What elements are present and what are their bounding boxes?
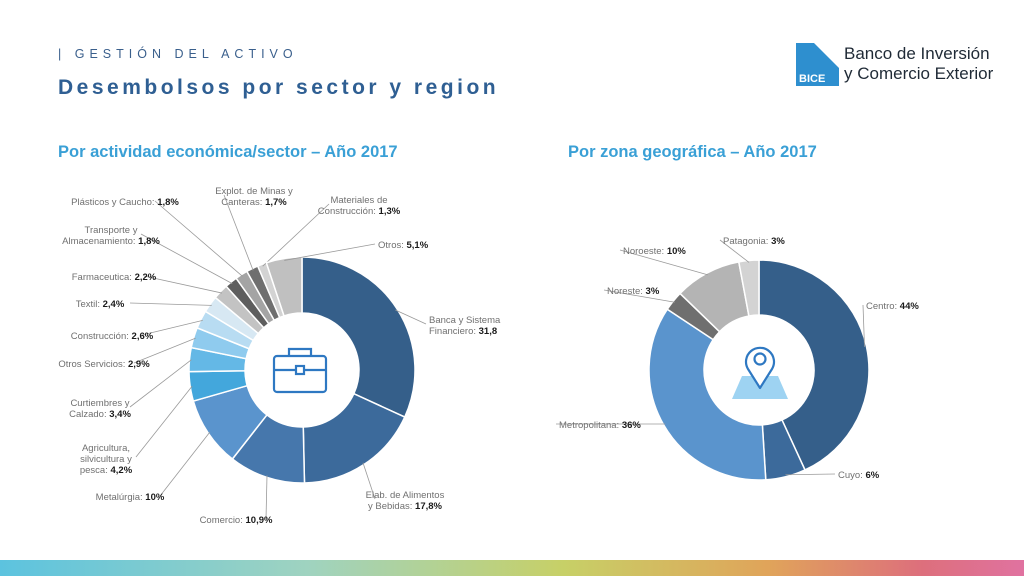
sector-label-14: Otros: 5,1%	[378, 240, 429, 251]
sector-leader-11	[154, 200, 243, 277]
region-leader-0	[862, 304, 865, 347]
location-pin-icon	[732, 346, 788, 399]
region-label-5: Patagonia: 3%	[723, 236, 785, 247]
sector-leader-2	[265, 475, 268, 520]
region-slice-5	[737, 259, 760, 317]
bice-logo-text: BICE	[799, 73, 825, 85]
region-label-3: Noreste: 3%	[607, 286, 660, 297]
region-leader-3	[603, 289, 675, 303]
sector-leader-6	[133, 337, 196, 364]
region-label-4: Noroeste: 10%	[623, 246, 686, 257]
region-label-0: Centro: 44%	[866, 301, 919, 312]
sector-slice-0	[301, 256, 416, 419]
region-chart-title: Por zona geográfica – Año 2017	[568, 143, 817, 161]
sector-chart-title: Por actividad económica/sector – Año 201…	[58, 143, 398, 161]
sector-leader-3	[159, 431, 211, 497]
sector-label-12: Explot. de Minas y Canteras: 1,7%	[215, 186, 293, 208]
sector-label-7: Construcción: 2,6%	[71, 331, 154, 342]
sector-label-13: Materiales de Construcción: 1,3%	[318, 195, 401, 217]
section-label: | GESTIÓN DEL ACTIVO	[58, 47, 298, 61]
sector-leader-5	[129, 359, 192, 408]
sector-leader-13	[262, 203, 330, 267]
donut-charts: Banca y Sistema Financiero: 31,8 Elab. de …	[58, 186, 919, 526]
sector-slice-14	[265, 256, 303, 317]
region-leader-4	[619, 249, 709, 276]
region-leader-5	[719, 239, 750, 263]
sector-label-3: Metalúrgia: 10%	[96, 492, 165, 503]
sector-leader-8	[129, 302, 212, 306]
sector-leader-4	[135, 385, 193, 458]
sector-donut-chart: Banca y Sistema Financiero: 31,8 Elab. de …	[58, 186, 501, 526]
sector-leader-12	[223, 194, 254, 271]
logo-name-line2: y Comercio Exterior	[844, 64, 994, 83]
sector-label-6: Otros Servicios: 2,9%	[58, 359, 150, 370]
footer-gradient-bar	[0, 560, 1024, 576]
sector-leader-1	[362, 462, 376, 500]
sector-leader-10	[140, 233, 233, 284]
sector-label-9: Farmaceutica: 2,2%	[72, 272, 157, 283]
sector-label-1: Elab. de Alimentos y Bebidas: 17,8%	[366, 490, 445, 512]
briefcase-icon	[272, 347, 328, 394]
page-title: Desembolsos por sector y region	[58, 76, 500, 99]
sector-label-11: Plásticos y Caucho: 1,8%	[71, 197, 179, 208]
sector-label-8: Textil: 2,4%	[76, 299, 125, 310]
region-donut-chart: Centro: 44% Cuyo: 6% Metropolitana: 36% Nor…	[556, 236, 919, 481]
region-slice-0	[758, 259, 870, 471]
sector-leader-0	[395, 309, 427, 325]
region-label-1: Cuyo: 6%	[838, 470, 880, 481]
sector-label-4: Agricultura, silvicultura y pesca: 4,2%	[80, 443, 133, 476]
bice-logo-mark: BICE	[796, 43, 839, 86]
sector-leader-14	[284, 243, 376, 261]
bice-logo: BICE Banco de Inversión y Comercio Exter…	[796, 43, 993, 87]
sector-label-0: Banca y Sistema Financiero: 31,8	[429, 315, 501, 337]
region-label-2: Metropolitana: 36%	[559, 420, 641, 431]
sector-leader-9	[143, 275, 223, 294]
region-leader-1	[785, 473, 836, 476]
sector-label-10: Transporte y Almacenamiento: 1,8%	[62, 225, 160, 247]
sector-label-2: Comercio: 10,9%	[200, 515, 273, 526]
region-slice-2	[648, 308, 767, 481]
sector-leader-7	[141, 319, 203, 336]
sector-label-5: Curtiembres y Calzado: 3,4%	[69, 398, 131, 420]
logo-name-line1: Banco de Inversión	[844, 44, 990, 63]
